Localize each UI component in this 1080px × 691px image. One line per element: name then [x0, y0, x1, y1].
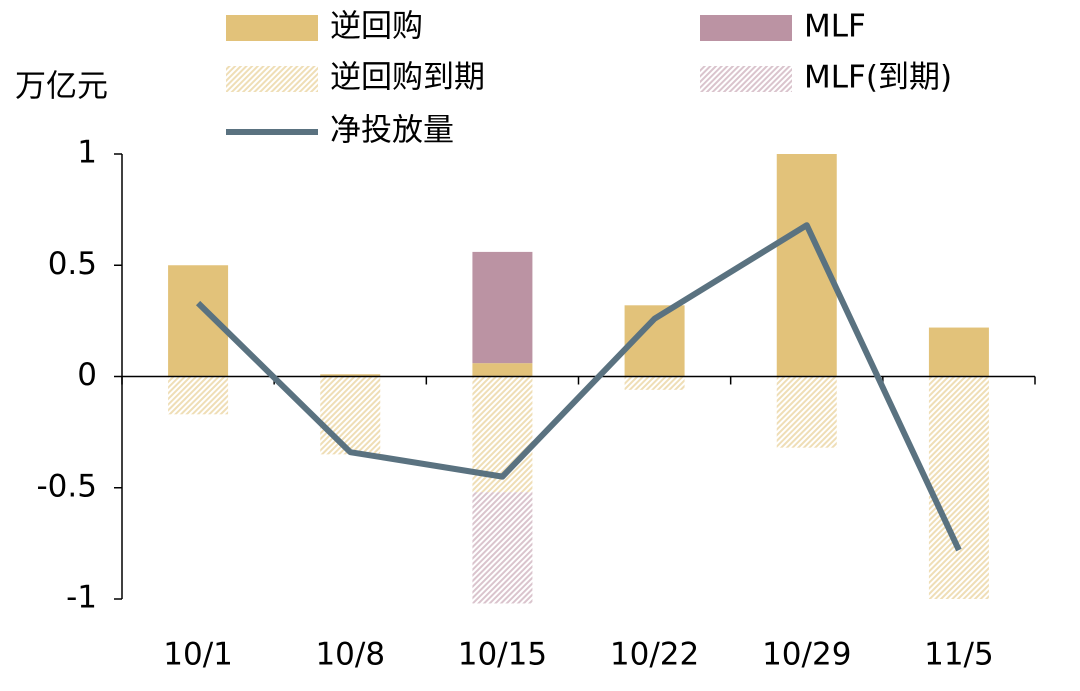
- bar: [928, 376, 989, 599]
- x-tick-label: 10/1: [163, 637, 233, 673]
- bar: [928, 327, 989, 377]
- legend-label: 逆回购: [330, 9, 423, 45]
- legend-swatch: [226, 66, 318, 92]
- y-axis-label: 万亿元: [15, 69, 108, 105]
- legend-label: MLF(到期): [804, 60, 952, 96]
- x-tick-label: 10/15: [458, 637, 547, 673]
- legend-swatch: [700, 15, 792, 41]
- bar: [168, 376, 229, 415]
- bar: [320, 376, 381, 455]
- bar: [472, 251, 533, 364]
- y-tick-label: 1: [77, 135, 97, 171]
- line: [195, 222, 962, 552]
- x-tick-label: 10/29: [762, 637, 851, 673]
- bar: [776, 376, 837, 448]
- bar: [472, 363, 533, 377]
- legend-label: MLF: [804, 9, 866, 45]
- legend-swatch: [226, 15, 318, 41]
- bar: [320, 374, 381, 377]
- y-tick-label: 0: [77, 357, 97, 393]
- y-tick-label: -0.5: [37, 468, 98, 504]
- legend-label: 净投放量: [330, 113, 454, 149]
- x-tick-label: 10/22: [610, 637, 699, 673]
- x-tick-label: 11/5: [924, 637, 994, 673]
- y-tick-label: -1: [66, 580, 97, 616]
- bar: [624, 376, 685, 390]
- bar: [472, 492, 533, 604]
- x-tick-label: 10/8: [315, 637, 385, 673]
- legend-swatch: [700, 66, 792, 92]
- y-tick-label: 0.5: [48, 246, 97, 282]
- legend-label: 逆回购到期: [330, 60, 485, 96]
